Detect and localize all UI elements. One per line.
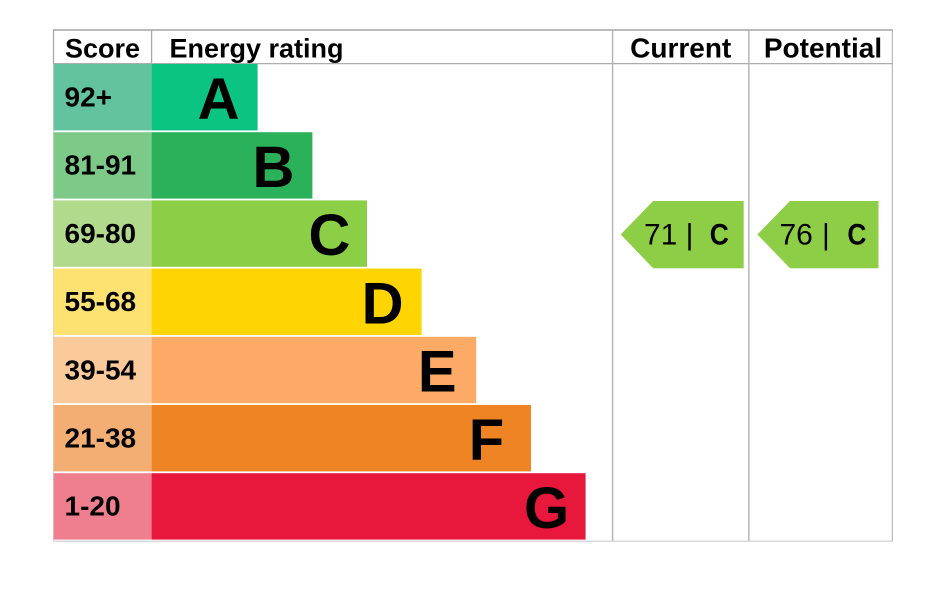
svg-text:C: C: [847, 217, 866, 251]
svg-text:B: B: [252, 135, 294, 200]
svg-text:G: G: [524, 476, 569, 541]
svg-text:A: A: [198, 67, 240, 132]
svg-text:Current: Current: [630, 33, 731, 64]
svg-text:C: C: [309, 203, 351, 268]
svg-text:39-54: 39-54: [65, 354, 137, 385]
svg-text:92+: 92+: [65, 82, 113, 113]
svg-text:1-20: 1-20: [65, 491, 121, 522]
svg-text:C: C: [710, 217, 729, 251]
svg-text:Energy rating: Energy rating: [170, 34, 344, 64]
svg-text:D: D: [362, 271, 404, 336]
svg-text:55-68: 55-68: [65, 286, 137, 317]
svg-text:F: F: [469, 408, 504, 473]
svg-text:69-80: 69-80: [65, 218, 137, 249]
svg-text:|: |: [822, 219, 830, 252]
svg-text:81-91: 81-91: [65, 150, 137, 181]
svg-text:|: |: [686, 219, 694, 252]
svg-text:21-38: 21-38: [65, 423, 137, 454]
svg-text:71: 71: [644, 219, 677, 252]
svg-text:76: 76: [780, 219, 813, 252]
svg-text:Score: Score: [65, 34, 140, 64]
svg-text:E: E: [418, 340, 457, 405]
svg-text:Potential: Potential: [764, 33, 882, 64]
